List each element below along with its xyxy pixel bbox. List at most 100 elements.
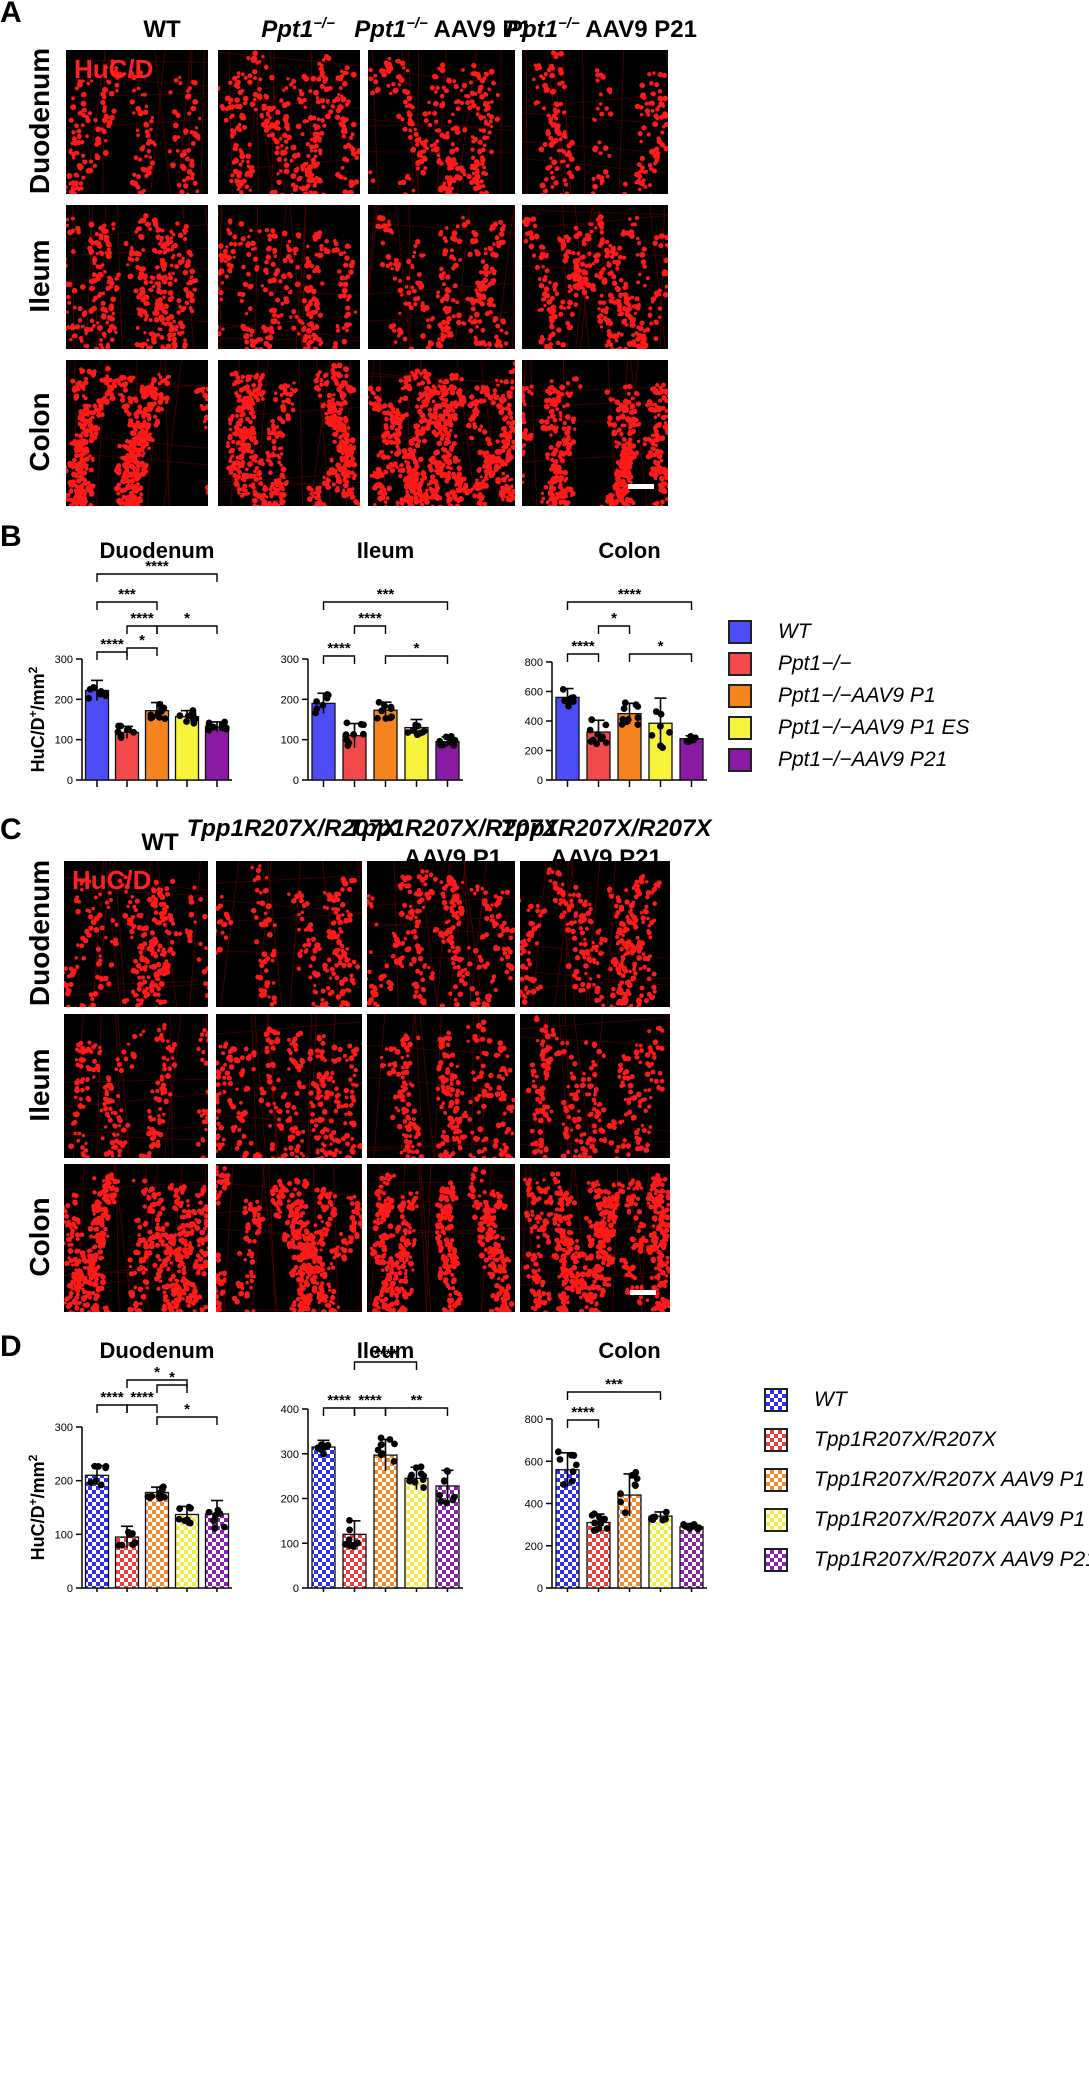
y-tick-label: 200 xyxy=(55,1476,73,1488)
significance-bracket: * xyxy=(628,638,693,662)
bar-3 xyxy=(144,1491,170,1589)
significance-bracket: **** xyxy=(566,1404,600,1428)
legend-item-5: Tpp1R207X/R207X AAV9 P21 xyxy=(764,1548,1089,1572)
treatment-label: AAV9 P21 xyxy=(579,16,697,43)
y-tick-label: 300 xyxy=(281,1449,299,1461)
micrograph-texture xyxy=(64,861,208,1007)
data-point xyxy=(409,727,417,734)
significance-stars: * xyxy=(184,610,190,627)
significance-bracket: **** xyxy=(353,1392,387,1416)
significance-stars: **** xyxy=(130,1389,154,1406)
y-tick-label: 0 xyxy=(537,1583,543,1592)
significance-stars: **** xyxy=(100,636,124,653)
data-point xyxy=(559,685,567,693)
significance-stars: * xyxy=(658,638,664,655)
data-point xyxy=(160,704,168,712)
significance-stars: * xyxy=(184,1401,190,1418)
y-tick-label: 400 xyxy=(525,1499,543,1511)
bar-4 xyxy=(404,1477,429,1589)
y-tick-label: 200 xyxy=(525,746,543,758)
scale-bar xyxy=(630,1290,656,1295)
data-point xyxy=(420,727,428,735)
y-tick-label: 200 xyxy=(281,694,299,706)
data-point xyxy=(344,742,352,749)
treatment-label: AAV9 P1 xyxy=(427,16,532,43)
bar-5 xyxy=(679,1526,704,1589)
data-point xyxy=(346,1526,354,1534)
significance-stars: **** xyxy=(327,640,351,657)
micrograph-colon-col-4 xyxy=(520,1164,670,1312)
data-point xyxy=(621,699,629,707)
data-point xyxy=(159,1483,167,1491)
data-point xyxy=(345,1536,353,1544)
micrograph-ileum-col-3 xyxy=(368,205,515,349)
legend-label: WT xyxy=(814,1388,847,1411)
legend-item-2: Ppt1−/− xyxy=(728,652,852,676)
data-point xyxy=(619,715,627,723)
data-point xyxy=(632,1482,639,1489)
legend-label: Ppt1−/−AAV9 P21 xyxy=(778,748,948,771)
y-tick-label: 300 xyxy=(281,654,299,666)
row-label-colon: Colon xyxy=(24,392,55,472)
significance-bracket: **** xyxy=(96,636,128,660)
bar-1 xyxy=(311,1446,336,1589)
data-point xyxy=(651,1513,659,1521)
significance-bracket: *** xyxy=(566,1376,662,1400)
micrograph-ileum-col-3 xyxy=(367,1014,515,1158)
data-point xyxy=(343,736,351,744)
micrograph-duodenum-col-3 xyxy=(367,861,515,1007)
data-point xyxy=(210,723,217,731)
data-point xyxy=(662,1515,669,1523)
data-point xyxy=(210,1517,217,1524)
significance-bracket: **** xyxy=(353,1346,418,1370)
y-tick-label: 100 xyxy=(281,1538,299,1550)
y-tick-label: 600 xyxy=(525,687,543,699)
data-point xyxy=(554,1448,562,1456)
micrograph-duodenum-col-1: HuC/D xyxy=(64,861,208,1007)
data-point xyxy=(602,739,610,747)
legend-item-5: Ppt1−/−AAV9 P21 xyxy=(728,748,947,772)
micrograph-colon-col-3 xyxy=(368,360,515,506)
micrograph-texture xyxy=(66,205,208,349)
data-point xyxy=(442,733,450,741)
data-point xyxy=(595,1524,603,1532)
data-point xyxy=(648,731,656,739)
data-point xyxy=(568,1477,576,1485)
data-point xyxy=(628,1472,636,1479)
data-point xyxy=(312,709,319,717)
data-point xyxy=(360,721,367,729)
data-point xyxy=(657,722,664,730)
data-point xyxy=(684,1523,692,1531)
significance-bracket: *** xyxy=(322,586,449,610)
data-point xyxy=(621,1509,629,1517)
data-point xyxy=(115,1541,123,1549)
column-header-line1: Tpp1R207X/R207X xyxy=(347,815,559,842)
data-point xyxy=(634,721,642,729)
significance-bracket: **** xyxy=(322,640,356,664)
significance-bracket: **** xyxy=(96,1389,128,1413)
micrograph-texture xyxy=(218,360,360,506)
gene-name: Ppt1−/− xyxy=(506,16,580,43)
bar-1 xyxy=(555,696,580,781)
legend-label: Ppt1−/−AAV9 P1 xyxy=(778,684,936,707)
treatment-label: WT xyxy=(143,16,181,43)
y-tick-label: 0 xyxy=(293,775,299,787)
data-point xyxy=(374,1446,382,1454)
significance-stars: * xyxy=(154,1364,160,1381)
significance-bracket: **** xyxy=(126,610,158,634)
y-tick-label: 400 xyxy=(525,716,543,728)
significance-stars: *** xyxy=(377,586,395,603)
legend-item-4: Ppt1−/−AAV9 P1 ES xyxy=(728,716,969,740)
data-point xyxy=(652,708,660,715)
chart-title: Colon xyxy=(598,538,660,563)
data-point xyxy=(125,725,132,733)
data-point xyxy=(92,1477,99,1485)
significance-bracket: * xyxy=(156,610,218,634)
legend-label: WT xyxy=(778,620,811,643)
data-point xyxy=(420,1484,427,1491)
y-tick-label: 100 xyxy=(281,735,299,747)
micrograph-texture xyxy=(522,50,668,194)
column-header-4: Ppt1−/− AAV9 P21 xyxy=(506,16,697,44)
